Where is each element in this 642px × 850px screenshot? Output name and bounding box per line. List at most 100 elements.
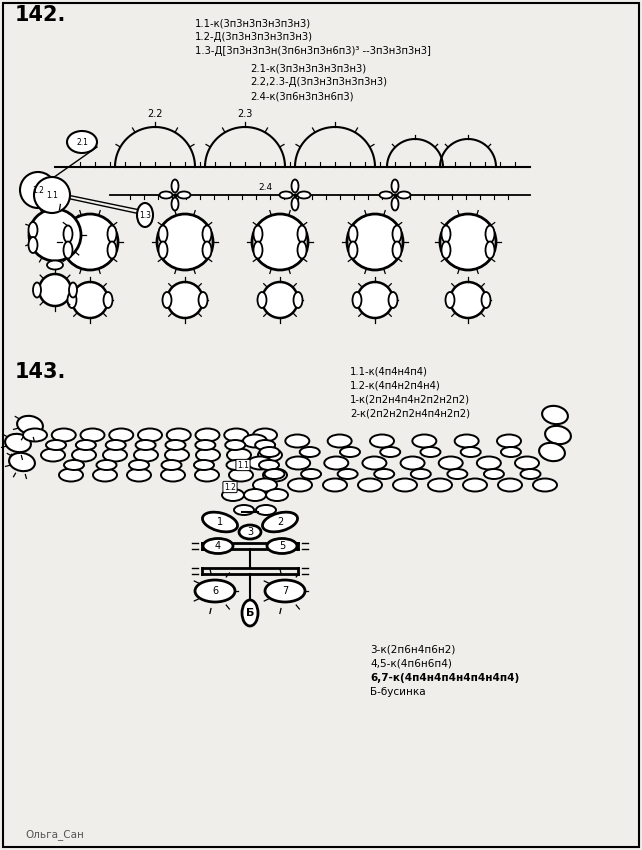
Text: 2.2: 2.2 xyxy=(147,109,163,119)
Text: 143.: 143. xyxy=(15,362,66,382)
Ellipse shape xyxy=(463,479,487,491)
Ellipse shape xyxy=(224,428,248,441)
Text: 1.1-к(3п3н3п3н3п3н3): 1.1-к(3п3н3п3н3п3н3) xyxy=(195,18,311,28)
Ellipse shape xyxy=(171,197,178,211)
Ellipse shape xyxy=(300,447,320,457)
Ellipse shape xyxy=(515,456,539,469)
Ellipse shape xyxy=(501,447,521,457)
Text: 1.1: 1.1 xyxy=(46,190,58,200)
Ellipse shape xyxy=(266,489,288,501)
Ellipse shape xyxy=(195,468,219,481)
Ellipse shape xyxy=(498,479,522,491)
Ellipse shape xyxy=(259,447,279,457)
Ellipse shape xyxy=(171,179,178,192)
Text: 2.2,2.3-Д(3п3н3п3н3п3н3): 2.2,2.3-Д(3п3н3п3н3п3н3) xyxy=(250,77,387,87)
Ellipse shape xyxy=(69,282,77,297)
Ellipse shape xyxy=(301,469,321,479)
Ellipse shape xyxy=(103,449,127,462)
Circle shape xyxy=(167,282,203,318)
Ellipse shape xyxy=(162,460,182,470)
Ellipse shape xyxy=(349,241,358,258)
Ellipse shape xyxy=(243,434,267,447)
Text: 2.4: 2.4 xyxy=(258,183,272,192)
Text: 1: 1 xyxy=(217,517,223,527)
Ellipse shape xyxy=(286,456,310,469)
Ellipse shape xyxy=(485,225,494,242)
Ellipse shape xyxy=(166,440,186,450)
Ellipse shape xyxy=(198,292,207,308)
Ellipse shape xyxy=(285,434,309,447)
Ellipse shape xyxy=(253,479,277,491)
Ellipse shape xyxy=(195,580,235,602)
Text: 1.2: 1.2 xyxy=(224,483,236,491)
Ellipse shape xyxy=(349,225,358,242)
Ellipse shape xyxy=(229,468,253,481)
Ellipse shape xyxy=(67,131,97,153)
Ellipse shape xyxy=(393,479,417,491)
Ellipse shape xyxy=(545,426,571,445)
Ellipse shape xyxy=(23,428,47,441)
Ellipse shape xyxy=(324,456,349,469)
Ellipse shape xyxy=(202,513,238,532)
Ellipse shape xyxy=(227,460,247,470)
Ellipse shape xyxy=(291,179,299,192)
Ellipse shape xyxy=(539,443,565,462)
Ellipse shape xyxy=(244,489,266,501)
Ellipse shape xyxy=(107,225,116,242)
Circle shape xyxy=(39,274,71,306)
Ellipse shape xyxy=(159,191,173,199)
Text: 4,5-к(4п6н6п4): 4,5-к(4п6н6п4) xyxy=(370,659,452,669)
Ellipse shape xyxy=(203,539,233,553)
Text: 3-к(2п6н4п6н2): 3-к(2п6н4п6н2) xyxy=(370,645,455,655)
Ellipse shape xyxy=(265,469,284,479)
Text: 1.2: 1.2 xyxy=(32,185,44,195)
Ellipse shape xyxy=(227,449,251,462)
Circle shape xyxy=(72,282,108,318)
Ellipse shape xyxy=(392,241,401,258)
Ellipse shape xyxy=(521,469,541,479)
Text: 1.3-Д[3п3н3п3н(3п6н3п3н6п3)³ --3п3н3п3н3]: 1.3-Д[3п3н3п3н(3п6н3п3н6п3)³ --3п3н3п3н3… xyxy=(195,46,431,56)
Ellipse shape xyxy=(107,241,116,258)
Ellipse shape xyxy=(254,225,263,242)
Ellipse shape xyxy=(533,479,557,491)
Ellipse shape xyxy=(291,197,299,211)
Ellipse shape xyxy=(256,505,276,515)
Circle shape xyxy=(450,282,486,318)
Ellipse shape xyxy=(392,197,399,211)
Ellipse shape xyxy=(5,434,31,452)
Ellipse shape xyxy=(477,456,501,469)
Ellipse shape xyxy=(288,479,312,491)
Ellipse shape xyxy=(64,225,73,242)
Text: Б-бусинка: Б-бусинка xyxy=(370,687,426,697)
Text: 1.1: 1.1 xyxy=(237,461,249,469)
Ellipse shape xyxy=(59,468,83,481)
Text: 2.1: 2.1 xyxy=(76,138,88,146)
Ellipse shape xyxy=(103,292,112,308)
Text: 2.4-к(3п6н3п3н6п3): 2.4-к(3п6н3п3н6п3) xyxy=(250,91,354,101)
Ellipse shape xyxy=(67,292,76,308)
Ellipse shape xyxy=(258,449,282,462)
Ellipse shape xyxy=(76,440,96,450)
Ellipse shape xyxy=(388,292,397,308)
Text: Б: Б xyxy=(246,608,254,618)
Ellipse shape xyxy=(134,449,158,462)
Ellipse shape xyxy=(279,191,293,199)
Circle shape xyxy=(62,214,118,270)
Ellipse shape xyxy=(202,225,211,242)
Circle shape xyxy=(347,214,403,270)
Text: 1.2-к(4п4н2п4н4): 1.2-к(4п4н2п4н4) xyxy=(350,380,441,390)
Ellipse shape xyxy=(93,468,117,481)
Ellipse shape xyxy=(137,203,153,227)
Ellipse shape xyxy=(138,428,162,441)
Circle shape xyxy=(357,282,393,318)
Ellipse shape xyxy=(167,428,191,441)
Ellipse shape xyxy=(428,479,452,491)
Text: 6: 6 xyxy=(212,586,218,596)
Ellipse shape xyxy=(106,440,126,450)
Ellipse shape xyxy=(129,460,149,470)
Circle shape xyxy=(20,172,56,208)
Ellipse shape xyxy=(323,479,347,491)
Ellipse shape xyxy=(482,292,490,308)
Ellipse shape xyxy=(392,225,401,242)
Ellipse shape xyxy=(239,525,261,539)
